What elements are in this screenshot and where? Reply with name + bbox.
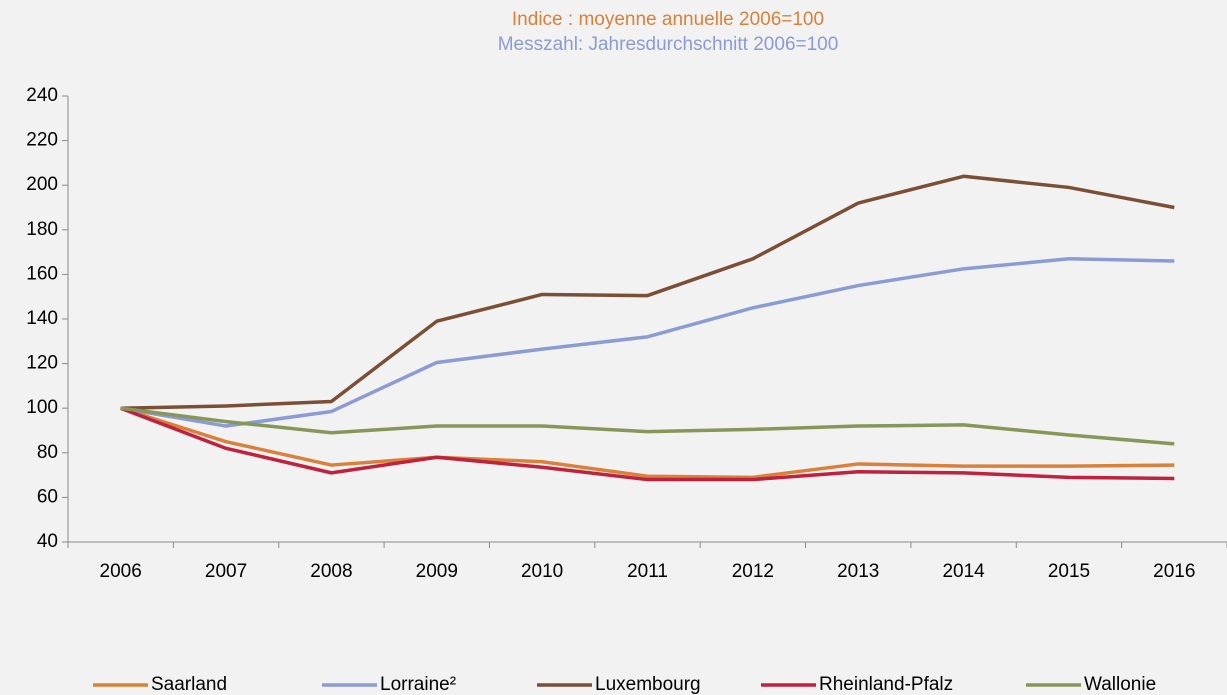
x-tick-label: 2014 [942, 561, 985, 582]
y-tick-label: 100 [26, 397, 58, 418]
y-tick-label: 160 [26, 263, 58, 284]
y-tick-label: 120 [26, 353, 58, 374]
x-tick-label: 2013 [837, 561, 879, 582]
x-tick-label: 2007 [205, 561, 247, 582]
x-tick-label: 2012 [732, 561, 774, 582]
y-tick-label: 180 [26, 219, 58, 240]
y-tick-label: 40 [37, 531, 58, 552]
x-tick-label: 2011 [627, 561, 668, 582]
chart-title: Indice : moyenne annuelle 2006=100 [512, 9, 824, 30]
line-series [120, 406, 1175, 482]
line-series [120, 257, 1175, 428]
y-tick-label: 140 [26, 308, 58, 329]
y-tick-label: 200 [26, 174, 58, 195]
y-tick-label: 240 [26, 85, 58, 106]
x-tick-label: 2009 [416, 561, 458, 582]
y-tick-label: 60 [37, 486, 58, 507]
legend-label: Luxembourg [595, 674, 701, 695]
legend-label: Rheinland-Pfalz [819, 674, 953, 695]
x-tick-label: 2010 [521, 561, 563, 582]
line-series [120, 174, 1175, 410]
x-tick-label: 2015 [1048, 561, 1090, 582]
legend-label: Lorraine² [380, 674, 456, 695]
y-tick-label: 80 [37, 442, 58, 463]
y-tick-label: 220 [26, 130, 58, 151]
chart-subtitle: Messzahl: Jahresdurchschnitt 2006=100 [498, 34, 839, 55]
x-tick-label: 2016 [1153, 561, 1195, 582]
line-series [120, 406, 1175, 446]
line-series [120, 406, 1175, 480]
x-tick-label: 2006 [100, 561, 142, 582]
x-tick-label: 2008 [310, 561, 352, 582]
legend-label: Wallonie [1084, 674, 1156, 695]
legend-label: Saarland [151, 674, 227, 695]
